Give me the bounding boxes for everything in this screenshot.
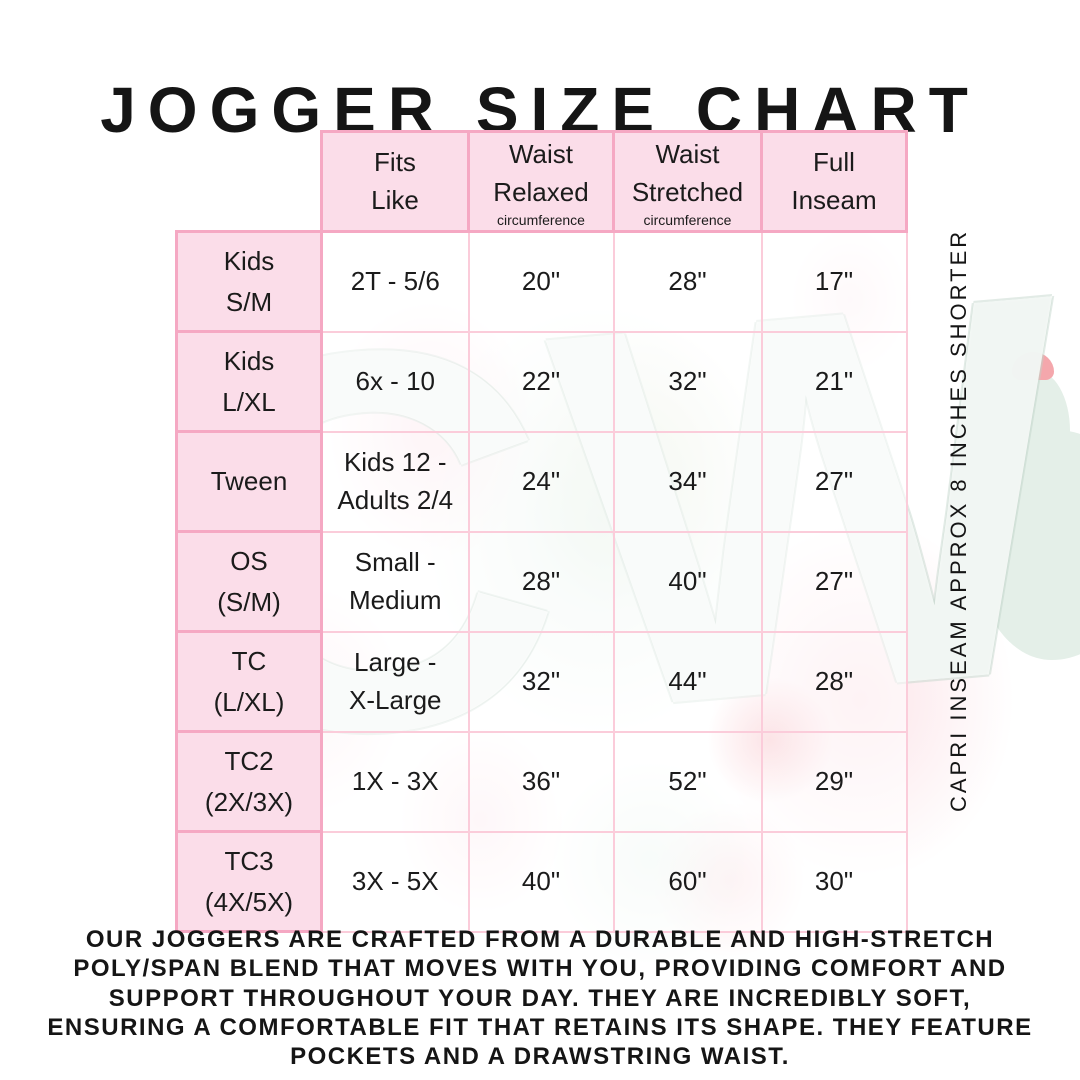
data-cell: 32": [612, 330, 763, 433]
column-header-title: Waist Stretched: [631, 139, 744, 207]
row-label-cell: Kids S/M: [175, 230, 323, 333]
data-cell: 27": [760, 430, 908, 533]
row-label-cell: TC3 (4X/5X): [175, 830, 323, 933]
data-cell: Small - Medium: [320, 530, 470, 633]
data-cell: 52": [612, 730, 763, 833]
table-row: OS (S/M) Small - Medium 28" 40" 27": [175, 530, 908, 633]
column-header-note: circumference: [497, 211, 585, 228]
data-cell: 1X - 3X: [320, 730, 470, 833]
corner-cell: [177, 132, 322, 232]
data-cell: 32": [467, 630, 615, 733]
row-label-cell: OS (S/M): [175, 530, 323, 633]
table-body: Kids S/M 2T - 5/6 20" 28" 17" Kids L/XL 6x - 1…: [175, 230, 908, 933]
data-cell: 27": [760, 530, 908, 633]
data-cell: 30": [760, 830, 908, 933]
data-cell: 24": [467, 430, 615, 533]
table-row: TC3 (4X/5X) 3X - 5X 40" 60" 30": [175, 830, 908, 933]
table-row: Kids L/XL 6x - 10 22" 32" 21": [175, 330, 908, 433]
column-header: Fits Like: [320, 130, 470, 233]
data-cell: 28": [467, 530, 615, 633]
data-cell: Large - X-Large: [320, 630, 470, 733]
size-chart-table: Fits Like Waist Relaxed circumference Waist…: [175, 130, 908, 933]
data-cell: 2T - 5/6: [320, 230, 470, 333]
row-label-cell: TC (L/XL): [175, 630, 323, 733]
cactus-flower-icon: [1012, 352, 1054, 380]
product-description: OUR JOGGERS ARE CRAFTED FROM A DURABLE A…: [47, 926, 1033, 1071]
data-cell: 20": [467, 230, 615, 333]
data-cell: 40": [612, 530, 763, 633]
data-cell: 60": [612, 830, 763, 933]
data-cell: 29": [760, 730, 908, 833]
row-label-cell: TC2 (2X/3X): [175, 730, 323, 833]
column-header-title: Fits Like: [371, 146, 419, 215]
capri-inseam-note: CAPRI INSEAM APPROX 8 INCHES SHORTER: [946, 228, 971, 812]
data-cell: 28": [612, 230, 763, 333]
data-cell: 17": [760, 230, 908, 333]
table-row: Kids S/M 2T - 5/6 20" 28" 17": [175, 230, 908, 333]
data-cell: Kids 12 - Adults 2/4: [320, 430, 470, 533]
column-header: Waist Stretched circumference: [612, 130, 763, 233]
column-header: Waist Relaxed circumference: [467, 130, 615, 233]
data-cell: 21": [760, 330, 908, 433]
row-label-cell: Tween: [175, 430, 323, 533]
cactus-icon: [1000, 370, 1070, 480]
data-cell: 44": [612, 630, 763, 733]
data-cell: 36": [467, 730, 615, 833]
header-row: Fits Like Waist Relaxed circumference Waist…: [177, 130, 908, 233]
data-cell: 6x - 10: [320, 330, 470, 433]
column-header-title: Waist Relaxed: [493, 139, 589, 207]
data-cell: 3X - 5X: [320, 830, 470, 933]
table-row: TC (L/XL) Large - X-Large 32" 44" 28": [175, 630, 908, 733]
data-cell: 28": [760, 630, 908, 733]
column-header-note: circumference: [643, 211, 732, 228]
row-label-cell: Kids L/XL: [175, 330, 323, 433]
table-row: TC2 (2X/3X) 1X - 3X 36" 52" 29": [175, 730, 908, 833]
table-row: Tween Kids 12 - Adults 2/4 24" 34" 27": [175, 430, 908, 533]
data-cell: 40": [467, 830, 615, 933]
data-cell: 34": [612, 430, 763, 533]
column-header-title: Full Inseam: [791, 146, 877, 215]
data-cell: 22": [467, 330, 615, 433]
column-header: Full Inseam: [760, 130, 908, 233]
